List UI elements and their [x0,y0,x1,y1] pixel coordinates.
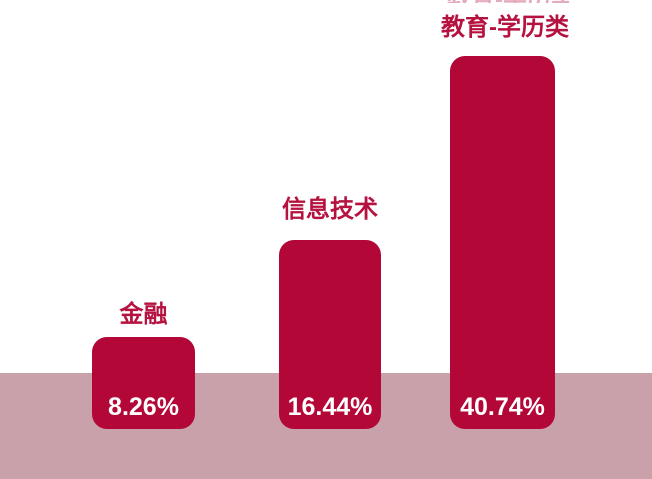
cropped-text-remnant: 教育-学历类 [447,0,569,3]
cropped-text-remnant-glyphs: 教育-学历类 [447,0,569,3]
category-label-finance: 金融 [119,301,168,328]
value-label-education-degree: 40.74% [460,393,545,421]
category-label-information-technology: 信息技术 [282,196,378,223]
bar-information-technology: 16.44% [279,240,381,429]
category-label-education-degree: 教育-学历类 [441,14,569,41]
bar-finance: 8.26% [92,337,195,429]
bar-education-degree: 40.74% [450,56,555,429]
value-label-information-technology: 16.44% [287,393,373,421]
value-label-finance: 8.26% [108,393,179,421]
